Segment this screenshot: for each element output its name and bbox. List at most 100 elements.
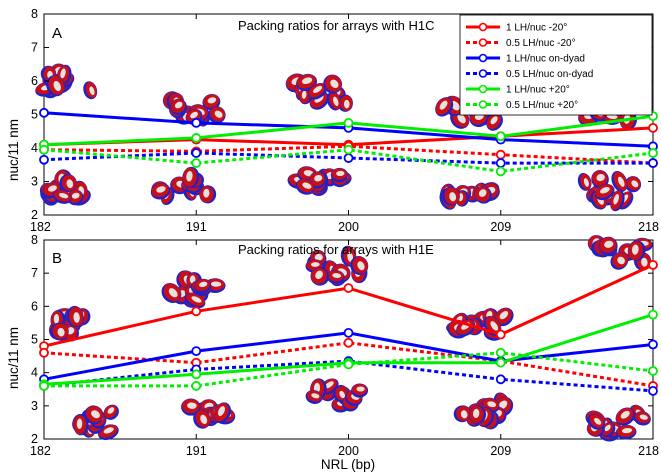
data-point [495, 166, 506, 177]
nucleosome-rendering [356, 386, 365, 392]
nucleosome-rendering [203, 188, 210, 198]
series-line [44, 351, 654, 388]
x-tick-label-b: 200 [338, 444, 359, 458]
x-tick-label-a: 182 [30, 220, 51, 234]
x-tick-label-a: 191 [186, 220, 207, 234]
nucleosome-rendering [59, 192, 69, 199]
nucleosome-rendering [333, 96, 339, 107]
nucleosome-rendering [336, 170, 345, 177]
nucleosome-rendering [186, 170, 193, 182]
nucleosome-rendering [583, 178, 589, 187]
nucleosome-rendering [596, 174, 605, 182]
nucleosome-rendering [330, 79, 339, 89]
legend-marker [478, 53, 488, 63]
data-point [648, 339, 658, 350]
nucleosome-rendering [639, 414, 648, 420]
nucleosome-rendering [314, 253, 323, 261]
y-tick-label-a: 5 [31, 108, 38, 122]
nucleosome-rendering [449, 192, 457, 202]
data-point [648, 309, 658, 320]
y-tick-label-b: 6 [31, 299, 38, 313]
legend-label: 1 LH/nuc +20° [506, 85, 570, 96]
nucleosome-rendering [594, 417, 602, 425]
nucleosome-rendering [604, 240, 614, 248]
data-point [495, 374, 506, 385]
nucleosome-rendering [490, 116, 498, 125]
legend-marker [478, 100, 488, 109]
panel-a-title: Packing ratios for arrays with H1C [238, 18, 435, 33]
nucleosome-rendering [620, 410, 630, 419]
y-tick-label-b: 4 [31, 366, 38, 380]
data-point [343, 337, 354, 348]
nucleosome-rendering [457, 113, 466, 124]
nucleosome-rendering [53, 80, 61, 92]
x-tick-label-a: 200 [338, 220, 359, 234]
panel-b-axes: 2 3 4 5 6 7 8 182 191 200 209 218 [30, 233, 659, 458]
data-point [191, 381, 202, 391]
data-point [191, 148, 202, 158]
nucleosome-rendering [332, 273, 342, 278]
legend-marker [478, 69, 488, 78]
y-tick-label-b: 2 [31, 432, 38, 446]
nucleosome-rendering [487, 401, 497, 408]
nucleosome-rendering [57, 327, 65, 337]
nucleosome-rendering [315, 270, 323, 280]
nucleosome-rendering [207, 97, 217, 104]
x-tick-label-b: 218 [638, 444, 659, 458]
nucleosome-rendering [73, 312, 80, 323]
panel-b: 2 3 4 5 6 7 8 182 191 200 209 218 B Packing ratios … [30, 233, 659, 458]
nucleosome-rendering [450, 101, 460, 111]
legend-label: 0.5 LH/nuc +20° [506, 100, 578, 111]
legend-label: 1 LH/nuc on-dyad [506, 54, 585, 65]
nucleosome-rendering [156, 186, 166, 193]
data-point [191, 133, 202, 143]
data-point [495, 329, 506, 340]
nucleosome-rendering [339, 390, 345, 399]
y-tick-label-a: 6 [31, 74, 38, 88]
data-point [191, 117, 202, 128]
nucleosome-rendering [53, 314, 60, 324]
nucleosome-rendering [60, 68, 66, 79]
nucleosome-rendering [190, 111, 198, 119]
legend-marker [478, 38, 488, 47]
series-line [43, 148, 654, 173]
x-tick-label-b: 209 [490, 444, 511, 458]
nucleosome-rendering [310, 262, 320, 267]
x-tick-label-a: 218 [638, 220, 659, 234]
nucleosome-rendering [71, 192, 80, 199]
nucleosome-rendering [313, 85, 323, 93]
y-tick-label-b: 5 [31, 333, 38, 347]
nucleosome-rendering [600, 187, 610, 194]
legend-label: 0.5 LH/nuc -20° [506, 38, 576, 49]
data-point [343, 327, 354, 338]
nucleosome-rendering [200, 414, 208, 425]
nucleosome-rendering [472, 408, 480, 419]
data-point [648, 366, 658, 376]
nucleosome-rendering [89, 86, 95, 96]
data-point [343, 283, 354, 293]
nucleosome-rendering [460, 410, 468, 419]
data-point [648, 123, 658, 133]
data-point [343, 144, 354, 155]
nucleosome-rendering [617, 176, 625, 187]
data-point [495, 131, 506, 142]
data-point [648, 259, 658, 270]
data-point [495, 149, 506, 160]
nucleosome-rendering [613, 194, 619, 205]
nucleosome-rendering [631, 244, 639, 255]
panel-a-axes: 2 3 4 5 6 7 8 182 191 200 209 218 [30, 7, 659, 234]
y-tick-label-b: 3 [31, 399, 38, 413]
y-tick-label-b: 8 [31, 233, 38, 247]
nucleosome-rendering [631, 180, 639, 188]
legend: 1 LH/nuc -20° 0.5 LH/nuc -20° 1 LH/nuc on-… [459, 14, 653, 116]
legend-marker [478, 84, 488, 94]
nucleosome-rendering [439, 100, 448, 110]
data-point [648, 386, 658, 396]
legend-label: 1 LH/nuc -20° [506, 23, 567, 34]
x-tick-label-b: 182 [30, 444, 51, 458]
nucleosome-rendering [604, 424, 611, 432]
nucleosome-rendering [191, 296, 202, 303]
legend-label: 0.5 LH/nuc on-dyad [506, 69, 593, 80]
data-point [648, 148, 658, 158]
